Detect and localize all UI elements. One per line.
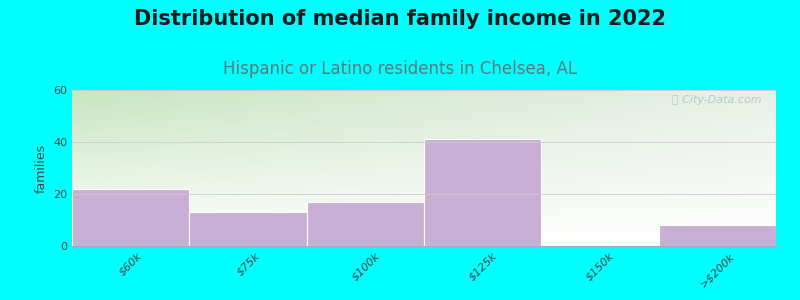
Bar [306, 202, 424, 246]
Bar [658, 225, 776, 246]
Text: Distribution of median family income in 2022: Distribution of median family income in … [134, 9, 666, 29]
Text: ⓘ City-Data.com: ⓘ City-Data.com [672, 95, 762, 105]
Bar [72, 189, 190, 246]
Bar [190, 212, 306, 246]
Text: Hispanic or Latino residents in Chelsea, AL: Hispanic or Latino residents in Chelsea,… [223, 60, 577, 78]
Bar [424, 140, 542, 246]
Y-axis label: families: families [34, 143, 47, 193]
